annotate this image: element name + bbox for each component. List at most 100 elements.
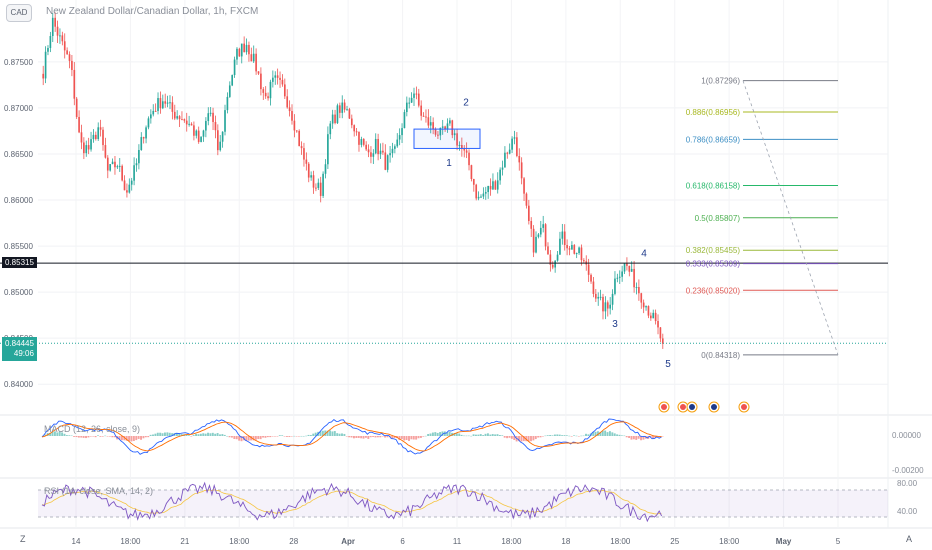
candle-body [594,293,597,299]
candle-body [188,123,190,125]
candle-body [578,247,580,254]
macd-bar [391,436,394,439]
candle-body [374,138,377,154]
macd-bar [128,436,131,442]
macd-bar [219,434,221,436]
candle-body [640,293,643,303]
candle-body [295,130,298,132]
y-tick-label: 0.86000 [4,196,33,205]
candle-body [250,54,253,62]
rsi-band [38,490,888,517]
candle-body [336,105,339,124]
macd-bar [211,432,214,436]
candle-body [303,148,305,160]
macd-label[interactable]: MACD (12, 26, close, 9) [44,424,141,434]
candles [42,12,664,349]
macd-bar [379,436,382,438]
macd-bar [168,432,171,436]
macd-bar [297,436,300,437]
candle-body [396,139,399,147]
x-tick-label: Apr [341,537,355,546]
macd-bar [53,431,56,436]
macd-bar [106,436,109,437]
macd-bar [386,436,389,438]
candle-body [492,181,494,190]
candle-body [59,35,61,37]
zoom-icon[interactable]: Z [20,534,26,544]
macd-bar [580,435,583,437]
candle-body [513,137,516,139]
candle-body [470,165,473,180]
candle-body [238,48,241,57]
candle-body [159,98,162,109]
macd-bar [92,436,95,437]
candle-body [559,238,561,255]
candle-body [365,144,367,150]
candle-body [85,145,88,154]
auto-scale-button[interactable]: A [906,534,913,544]
candle-body [286,96,289,108]
macd-bar [142,436,145,439]
candle-body [410,97,413,103]
macd-bar [611,432,614,436]
candle-body [626,263,628,266]
macd-bar [70,435,73,437]
macd-bar [482,435,485,436]
macd-bar [104,435,107,437]
pair-badge[interactable]: CAD [6,4,32,22]
candle-body [611,293,614,305]
macd-bar [278,435,281,436]
macd-bar [171,433,174,436]
candle-body [496,180,499,190]
candle-body [377,138,379,155]
candle-body [480,196,482,198]
candle-body [260,73,262,90]
candle-body [176,116,179,119]
candle-body [126,190,128,193]
candle-body [150,114,152,119]
macd-bar [654,436,657,438]
candle-body [252,53,255,62]
macd-bar [185,434,188,436]
x-tick-label: 28 [289,537,298,546]
macd-bar [431,432,434,436]
candle-body [288,107,291,112]
candle-body [298,130,301,147]
macd-bar [250,436,253,441]
macd-bar [374,436,377,438]
macd-bar [513,436,516,440]
macd-bar [97,435,99,436]
candle-body [446,123,449,130]
rsi-label[interactable]: RSI (14, close, SMA, 14, 2) [44,486,154,496]
macd-bar [410,436,413,440]
candle-body [403,112,406,129]
candle-body [66,50,68,55]
macd-bar [618,434,621,436]
macd-bar [628,436,631,439]
candle-body [537,234,540,237]
macd-bar [257,436,260,440]
candle-body [575,253,578,255]
macd-bar [577,436,580,437]
event-flag-icon-inner [661,404,667,410]
candle-body [520,162,523,179]
y-tick-label: 0.84000 [4,380,33,389]
candle-body [274,75,277,78]
candle-body [243,43,245,53]
macd-bar [202,433,205,436]
macd-bar [443,431,446,436]
candle-body [61,35,64,42]
macd-bar [111,436,114,438]
candle-body [511,138,513,150]
candle-body [573,245,576,254]
macd-bar [429,433,432,436]
candle-body [63,41,66,51]
macd-bar [465,435,468,437]
candle-body [437,134,439,136]
candle-body [154,110,157,112]
candle-body [231,75,234,86]
candle-body [128,184,131,193]
x-tick-label: 18 [561,537,570,546]
